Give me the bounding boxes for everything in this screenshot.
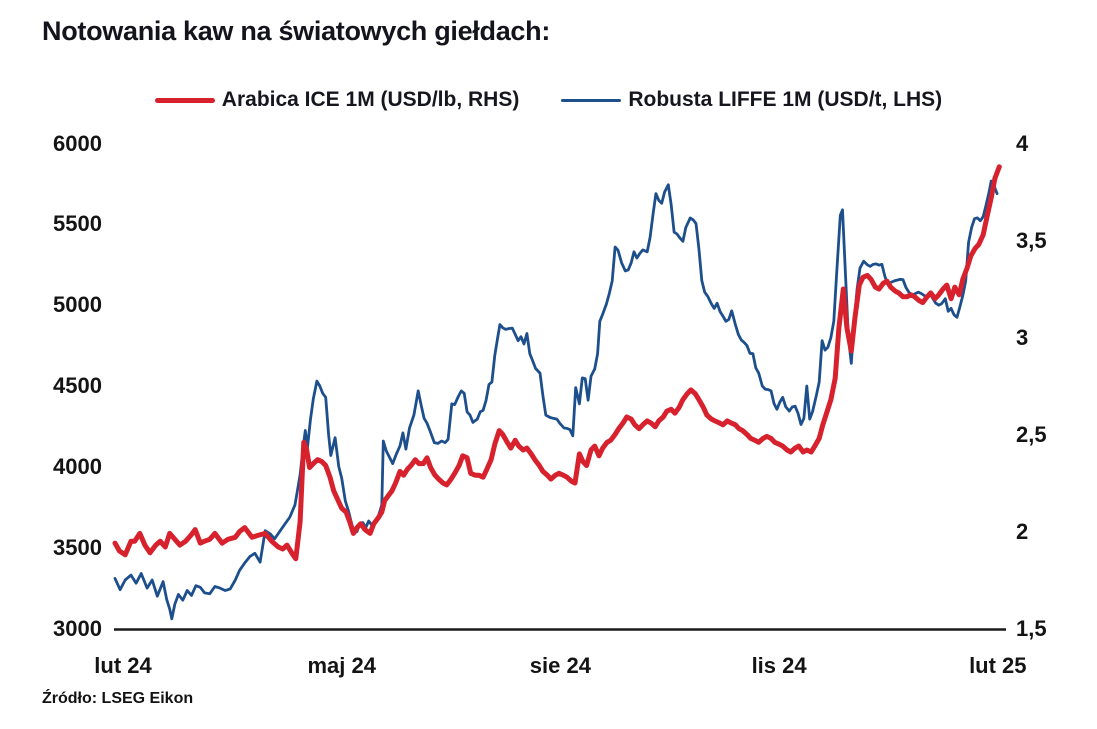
right-axis-tick: 2,5 [1016,421,1047,447]
left-axis-tick: 5000 [53,292,102,318]
left-axis-tick: 3000 [53,615,102,641]
right-axis-tick: 3 [1016,324,1029,350]
left-axis-tick: 4000 [53,453,102,479]
x-axis-tick: lut 24 [94,653,152,678]
left-axis-tick: 3500 [53,534,102,560]
right-axis-tick: 4 [1016,130,1029,156]
legend: Arabica ICE 1M (USD/lb, RHS) Robusta LIFF… [0,86,1097,114]
arabica-legend-label: Arabica ICE 1M (USD/lb, RHS) [221,88,520,111]
left-axis-tick: 5500 [53,211,102,237]
x-axis-tick: sie 24 [529,653,591,678]
right-axis-tick: 1,5 [1016,615,1047,641]
left-axis-tick: 4500 [53,373,102,398]
x-axis-tick: lis 24 [751,653,807,678]
chart-title: Notowania kaw na światowych giełdach: [42,16,551,46]
legend-item-robusta: Robusta LIFFE 1M (USD/t, LHS) [561,88,942,112]
arabica-legend-swatch-icon [154,97,215,103]
source-note: Źródło: LSEG Eikon [42,690,194,707]
robusta-legend-label: Robusta LIFFE 1M (USD/t, LHS) [628,88,943,111]
x-axis-tick: lut 25 [969,653,1027,678]
legend-item-arabica: Arabica ICE 1M (USD/lb, RHS) [154,88,520,112]
arabica-line [112,164,1002,562]
robusta-line [113,179,999,621]
left-axis-tick: 6000 [53,130,102,156]
right-axis-tick: 3,5 [1016,227,1047,253]
right-axis-tick: 2 [1016,518,1029,544]
x-axis-tick: maj 24 [307,653,376,678]
robusta-legend-swatch-icon [561,98,622,102]
